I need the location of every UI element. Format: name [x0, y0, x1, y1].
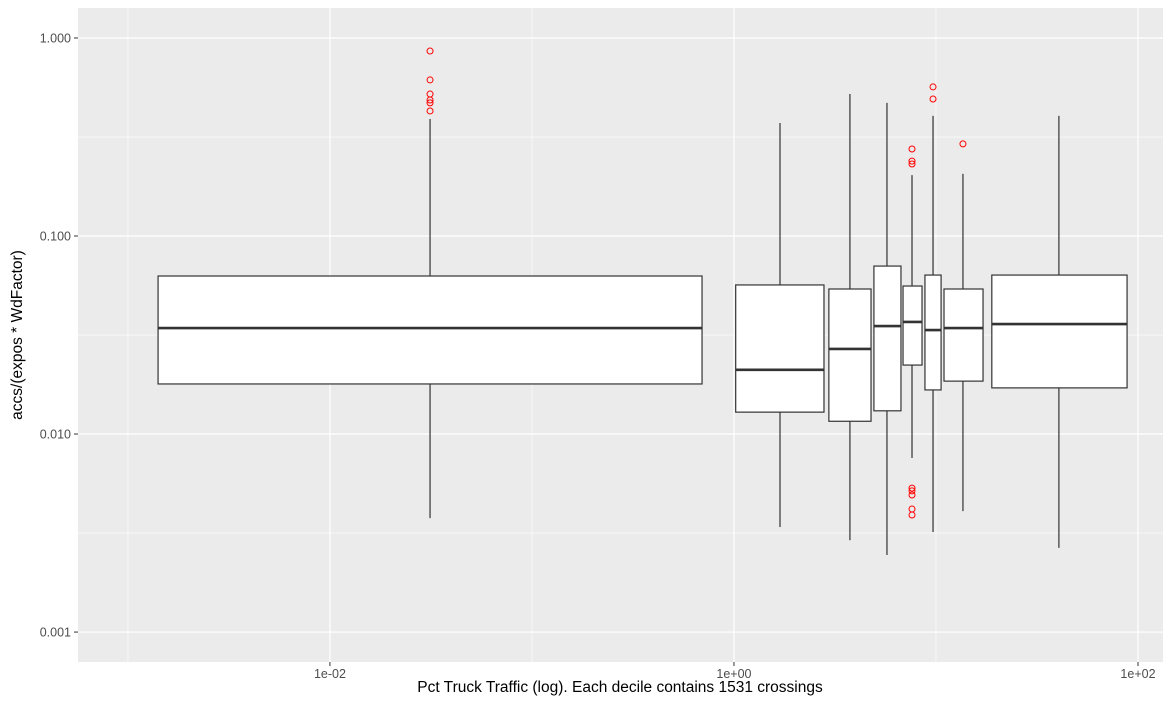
- box: [902, 285, 923, 366]
- box: [735, 284, 825, 413]
- outlier: [908, 157, 916, 165]
- outlier: [908, 491, 916, 499]
- x-tick-label: 1e+00: [716, 667, 751, 681]
- outlier: [908, 484, 916, 492]
- outlier: [426, 96, 434, 104]
- outlier: [908, 160, 916, 168]
- y-axis-title: accs/(expos * WdFactor): [9, 250, 26, 420]
- outlier: [426, 99, 434, 107]
- box: [943, 288, 984, 382]
- outlier: [929, 83, 937, 91]
- x-axis-title: Pct Truck Traffic (log). Each decile con…: [417, 679, 823, 696]
- outlier: [908, 487, 916, 495]
- box: [991, 274, 1128, 389]
- box: [828, 288, 872, 422]
- y-tick-label: 0.010: [40, 428, 71, 442]
- box: [157, 275, 703, 385]
- outlier: [908, 145, 916, 153]
- outlier: [929, 95, 937, 103]
- outlier: [426, 107, 434, 115]
- x-tick-label: 1e+02: [1120, 667, 1155, 681]
- box: [873, 265, 902, 412]
- y-tick-label: 0.100: [40, 230, 71, 244]
- x-tick-label: 1e-02: [314, 667, 346, 681]
- outlier: [908, 511, 916, 519]
- box: [924, 274, 942, 391]
- y-tick-label: 1.000: [40, 31, 71, 45]
- y-tick-label: 0.001: [40, 626, 71, 640]
- outlier: [959, 140, 967, 148]
- outlier: [426, 47, 434, 55]
- outlier: [426, 76, 434, 84]
